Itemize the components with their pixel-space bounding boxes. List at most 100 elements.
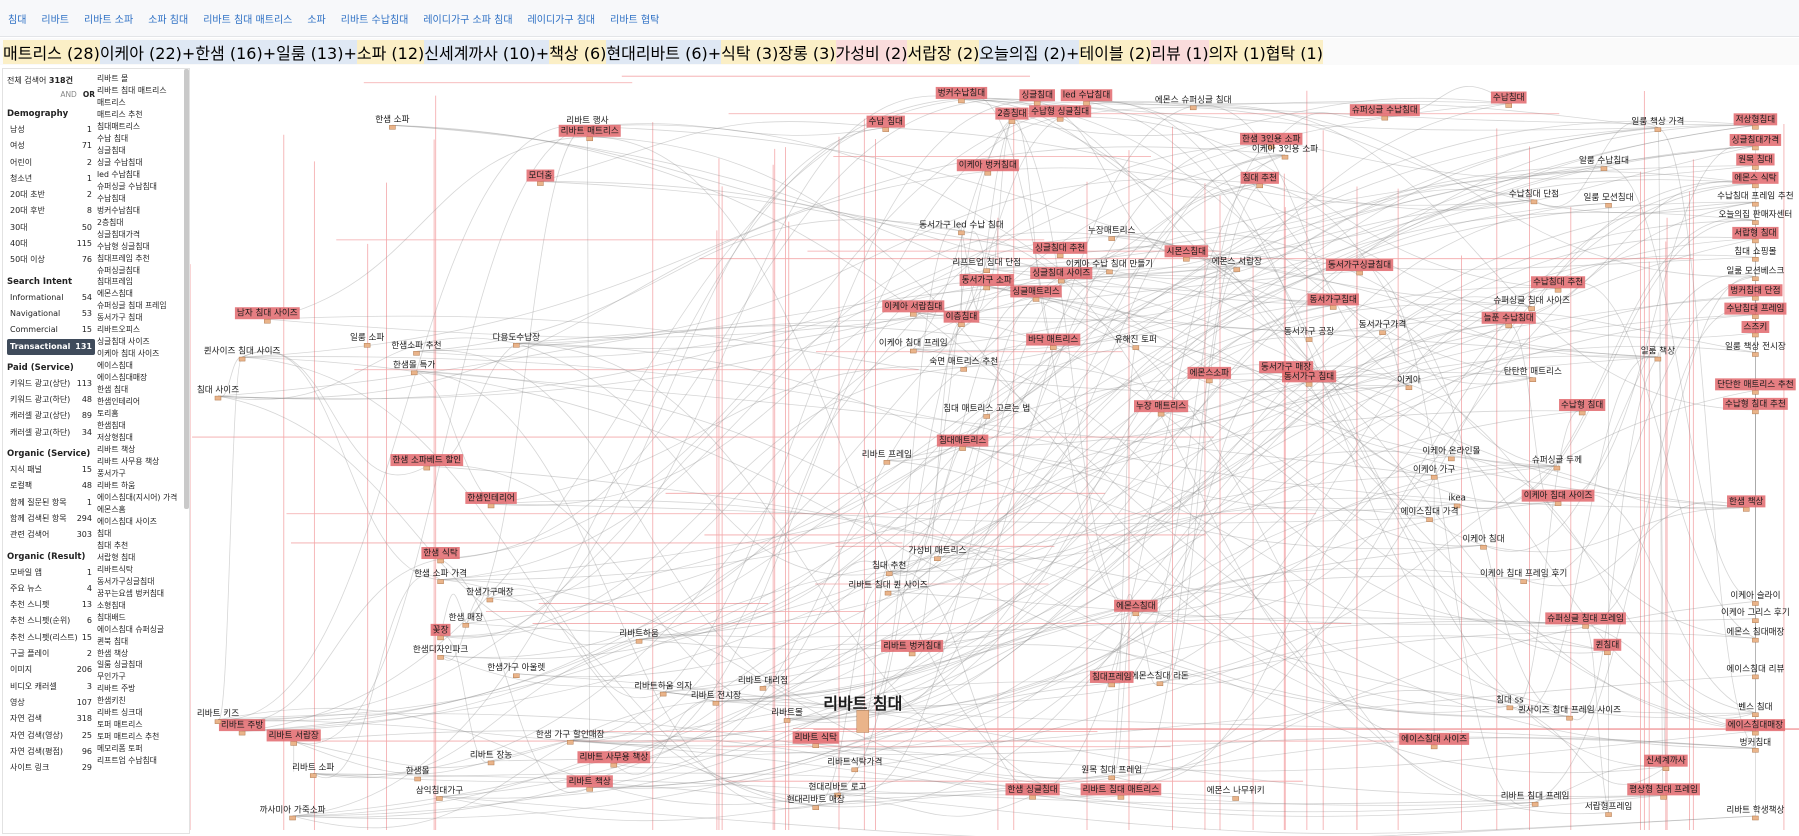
node[interactable]: 리바트몰 [771, 707, 803, 723]
node-label[interactable]: 동서가구 led 수납 침대 [919, 219, 1004, 230]
tag-chip[interactable]: 협탁 (1) [1265, 39, 1323, 64]
node-label[interactable]: 리바트 장농 [470, 749, 512, 760]
node-label[interactable]: 퀸침대 [1596, 638, 1620, 650]
node[interactable]: 침대 추천 [872, 560, 906, 576]
node-label[interactable]: 리바트 침대 퀸 사이즈 [848, 579, 927, 591]
filter-row[interactable]: 키워드 광고(상단) 113 [7, 376, 95, 392]
node[interactable]: 서랍형프레임 [1585, 800, 1632, 817]
node-label[interactable]: 리바트 프레임 [862, 448, 912, 460]
node[interactable]: 동서가구 소파 [959, 273, 1014, 291]
keyword[interactable]: 슈퍼싱글침대 [97, 265, 141, 275]
node[interactable]: 침대 ss [1496, 694, 1524, 711]
node[interactable]: 한샘 소파베드 할인 [390, 454, 464, 471]
node[interactable]: 이케아 침대 프레임 후기 [1480, 567, 1567, 584]
node-label[interactable]: 까사미아 가죽소파 [260, 805, 326, 816]
keyword[interactable]: 2층침대 [97, 217, 124, 227]
tag-chip[interactable]: 책상 (6) [549, 39, 607, 64]
keyword[interactable]: 리바트 하움 [97, 480, 136, 490]
node[interactable]: 리바트하움 의자 [634, 681, 692, 697]
node-label[interactable]: 이케아 그리스 후기 [1721, 607, 1790, 618]
node-label[interactable]: 수납형 침대 [1561, 400, 1603, 411]
nav-link[interactable]: 레이디가구 소파 침대 [423, 14, 513, 26]
node-label[interactable]: 침대 사이즈 [197, 385, 239, 396]
tag-chip[interactable]: 의자 (1) [1208, 39, 1266, 64]
node[interactable]: 2층침대 [995, 107, 1029, 124]
filter-row[interactable]: Informational 54 [7, 290, 95, 306]
nav-link[interactable]: 리바트 소파 [84, 14, 134, 26]
node-label[interactable]: 원목 침대 프레임 [1081, 763, 1142, 775]
keyword[interactable]: 에몬스홈 [97, 504, 126, 514]
node[interactable]: 수납침대 프레임 추천 [1717, 190, 1794, 207]
node-label[interactable]: 원목 침대 [1738, 154, 1772, 165]
nav-link[interactable]: 침대 [8, 14, 27, 26]
nav-link[interactable]: 소파 침대 [148, 14, 189, 26]
node[interactable]: 신세계까사 [1644, 754, 1688, 771]
node[interactable]: 에이스침대매장 [1725, 719, 1786, 736]
node-label[interactable]: 수납침대 프레임 추천 [1717, 190, 1794, 202]
node[interactable]: 오늘의집 판매자센터 [1718, 208, 1792, 225]
node-label[interactable]: 한샘 소파 [375, 114, 409, 125]
node[interactable]: 침대 추천 [1240, 171, 1279, 189]
node[interactable]: 바닥 매트리스 [1026, 333, 1081, 350]
keyword[interactable]: 싱글침대 사이즈 [97, 337, 150, 347]
tag-chip[interactable]: 테이블 (2) [1079, 39, 1152, 64]
filter-row[interactable]: 비디오 캐러셀 3 [7, 679, 95, 695]
node-label[interactable]: 한샘 가구 할인매장 [536, 729, 605, 740]
node-label[interactable]: 숙면 매트리스 추천 [929, 356, 998, 367]
node-label[interactable]: 한샘인테리어 [467, 492, 514, 503]
node-label[interactable]: 슈퍼싱글 두께 [1532, 455, 1582, 466]
node[interactable]: 한샘 식탁 [421, 547, 460, 564]
keyword[interactable]: 한샘키친 [97, 696, 126, 706]
filter-row[interactable]: 사이트 링크 29 [7, 760, 95, 776]
node[interactable]: 이케아 침대 사이즈 [1521, 489, 1595, 506]
node-label[interactable]: 한샘 싱글침대 [1008, 784, 1058, 795]
keyword[interactable]: 리바트 사무용 책상 [97, 457, 160, 466]
node[interactable]: 동서가구싱글침대 [1325, 259, 1394, 276]
keyword[interactable]: 일룸 싱글침대 [97, 660, 143, 670]
node-label[interactable]: 리바트하움 [619, 628, 659, 639]
node-label[interactable]: 한샘 책상 [1729, 495, 1763, 507]
filter-row[interactable]: 50대 이상 76 [7, 252, 95, 268]
node-label[interactable]: 한샘 소파베드 할인 [392, 455, 461, 466]
node-label[interactable]: 2층침대 [997, 108, 1026, 119]
tag-chip[interactable]: 식탁 (3) [721, 39, 779, 64]
node-label[interactable]: 에몬스소파 [1190, 367, 1230, 378]
filter-row[interactable]: 캐러셀 광고(하단) 34 [7, 425, 95, 441]
node-label[interactable]: 벙커침대 [1740, 737, 1772, 748]
node-label[interactable]: 남자 침대 사이즈 [237, 308, 298, 319]
node[interactable]: 퀸사이즈 침대 프레임 사이즈 [1518, 704, 1621, 721]
filter-row[interactable]: 20대 후반 8 [7, 203, 95, 219]
node-label[interactable]: 리바트 책상 [569, 775, 611, 787]
keyword[interactable]: 토리홈 [97, 409, 119, 419]
node[interactable]: 저상형침대 [1733, 113, 1778, 130]
node[interactable]: 수납형 침대 추천 [1722, 397, 1788, 415]
node[interactable]: 일룸 책상 [1641, 345, 1675, 362]
node-label[interactable]: 수납침대 [1493, 92, 1525, 103]
node[interactable]: 리바트 학생책상 [1726, 804, 1785, 821]
node[interactable]: 에몬스 슈퍼싱글 침대 [1155, 94, 1232, 111]
node-label[interactable]: 리바트 전시장 [691, 690, 741, 701]
keyword[interactable]: 동서가구 침대 [97, 313, 143, 323]
tag-chip[interactable]: 매트리스 (28) [3, 39, 100, 64]
node-label[interactable]: 일룸 모션침대 [1583, 192, 1633, 203]
node-label[interactable]: led 수납침대 [1063, 90, 1111, 101]
node-label[interactable]: 누장매트리스 [1088, 225, 1136, 236]
filter-row[interactable]: 남성 1 [7, 122, 95, 138]
node[interactable]: 이케아 슬라이 [1730, 590, 1780, 606]
node-label[interactable]: 리바트 주방 [221, 720, 263, 731]
node[interactable]: 시몬스침대 [1164, 245, 1209, 262]
node-label[interactable]: 수납형 싱글침대 [1031, 106, 1089, 117]
node-label[interactable]: 수납침대 프레임 [1726, 302, 1784, 314]
node-label[interactable]: 꽃장 [433, 624, 449, 635]
keyword[interactable]: 에이스침대매장 [97, 373, 148, 383]
keyword[interactable]: 침대프레임 [97, 277, 133, 287]
node-label[interactable]: 동서가구 매장 [1261, 362, 1311, 373]
node[interactable]: 동서가구침대 [1307, 293, 1359, 310]
node[interactable]: 리바트 침대 프레임 [1501, 790, 1570, 807]
chip-add[interactable]: + [343, 43, 357, 63]
node[interactable]: 한샘가구매장 [466, 587, 514, 603]
node[interactable]: 한샘가구 아울렛 [487, 662, 545, 678]
node[interactable]: 수납침대 [1490, 91, 1527, 108]
node-label[interactable]: 이케아 침대 프레임 후기 [1480, 567, 1567, 579]
node-label[interactable]: 가성비 매트리스 [908, 545, 966, 556]
